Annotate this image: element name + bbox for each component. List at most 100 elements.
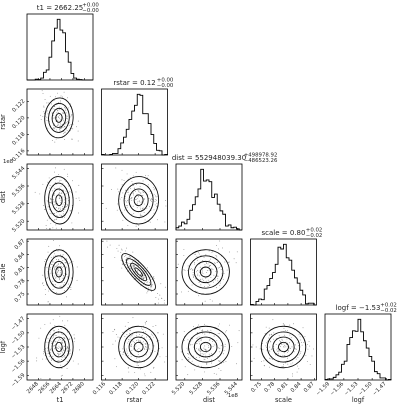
- sample-point: [144, 349, 146, 350]
- sample-point: [180, 351, 182, 353]
- sample-point: [64, 338, 66, 340]
- sample-point: [146, 348, 148, 350]
- sample-point: [204, 349, 206, 351]
- sample-point: [53, 275, 55, 277]
- sample-point: [216, 340, 218, 342]
- sample-point: [43, 105, 45, 107]
- sample-point: [76, 266, 78, 268]
- sample-point: [49, 198, 51, 200]
- sample-point: [153, 277, 154, 279]
- sample-point: [49, 213, 51, 214]
- sample-point: [64, 107, 66, 108]
- sample-point: [131, 273, 133, 275]
- sample-point: [131, 266, 133, 268]
- panel-rstar-vs-scale: [101, 238, 168, 306]
- sample-point: [264, 333, 266, 335]
- sample-point: [222, 278, 224, 280]
- sample-point: [50, 358, 52, 360]
- sample-point: [194, 329, 196, 331]
- sample-point: [213, 372, 215, 374]
- sample-point: [200, 284, 202, 286]
- sample-point: [57, 117, 59, 119]
- sample-point: [147, 281, 149, 283]
- sample-point: [72, 128, 74, 130]
- sample-point: [58, 259, 59, 260]
- sample-point: [201, 365, 203, 367]
- hist-bars-rstar: [101, 93, 168, 156]
- sample-point: [50, 201, 52, 203]
- sample-point: [138, 347, 140, 349]
- sample-point: [187, 265, 189, 267]
- sample-point: [138, 200, 140, 202]
- sample-point: [122, 264, 124, 265]
- x-tick-label-dist: 5.520: [171, 381, 187, 397]
- sample-point: [49, 269, 51, 270]
- sample-point: [45, 358, 47, 360]
- sample-point: [61, 267, 63, 269]
- x-axis-label-scale: scale: [275, 396, 292, 404]
- sample-point: [64, 355, 66, 357]
- sample-point: [177, 263, 179, 265]
- sample-point: [56, 360, 58, 362]
- contour-level-4: [278, 341, 289, 353]
- sample-point: [199, 328, 201, 330]
- sample-point: [76, 126, 78, 128]
- sample-point: [143, 207, 145, 209]
- sample-point: [66, 203, 67, 205]
- sample-point: [193, 363, 195, 365]
- sample-point: [48, 245, 50, 247]
- sample-point: [229, 324, 230, 326]
- sample-point: [126, 261, 128, 263]
- sample-point: [206, 262, 207, 264]
- sample-point: [252, 344, 254, 346]
- sample-point: [136, 183, 137, 185]
- sample-point: [55, 203, 57, 205]
- sample-point: [199, 271, 201, 273]
- sample-point: [132, 334, 134, 336]
- sample-point: [54, 109, 55, 111]
- sample-point: [77, 130, 79, 132]
- hist-err-dn-scale: −0.02: [306, 233, 323, 239]
- sample-point: [61, 339, 63, 341]
- sample-point: [153, 209, 155, 211]
- sample-point: [217, 347, 219, 349]
- sample-point: [281, 343, 283, 345]
- sample-point: [57, 273, 59, 275]
- hist-err-dn-logf: −0.02: [380, 308, 397, 314]
- sample-point: [61, 215, 63, 216]
- sample-point: [117, 203, 119, 205]
- sample-point: [210, 329, 212, 331]
- hist-title-dist: dist = 552948039.30: [172, 154, 246, 162]
- sample-point: [156, 202, 158, 204]
- sample-point: [147, 175, 149, 177]
- sample-point: [207, 286, 209, 288]
- sample-point: [116, 247, 118, 249]
- sample-point: [261, 360, 262, 362]
- panel-frame: [175, 238, 243, 306]
- sample-point: [64, 290, 65, 291]
- sample-point: [106, 240, 108, 242]
- sample-point: [125, 189, 126, 191]
- sample-point: [60, 216, 62, 217]
- sample-point: [133, 268, 135, 270]
- sample-point: [63, 281, 65, 283]
- sample-point: [54, 167, 56, 169]
- sample-point: [40, 114, 42, 116]
- sample-point: [219, 323, 220, 325]
- sample-point: [228, 261, 230, 263]
- sample-point: [141, 335, 143, 337]
- sample-point: [155, 297, 157, 299]
- sample-point: [219, 360, 221, 362]
- sample-point: [153, 278, 155, 280]
- sample-point: [124, 250, 126, 252]
- sample-point: [276, 349, 278, 351]
- sample-point: [143, 212, 145, 214]
- sample-point: [125, 254, 127, 256]
- hist-frame-dist: [175, 163, 243, 231]
- sample-point: [281, 366, 283, 368]
- panel-t1-vs-logf: [26, 313, 94, 381]
- sample-point: [131, 343, 132, 345]
- sample-point: [63, 337, 65, 339]
- sample-point: [273, 338, 275, 340]
- x-tick-label-rstar: 0.118: [108, 381, 124, 397]
